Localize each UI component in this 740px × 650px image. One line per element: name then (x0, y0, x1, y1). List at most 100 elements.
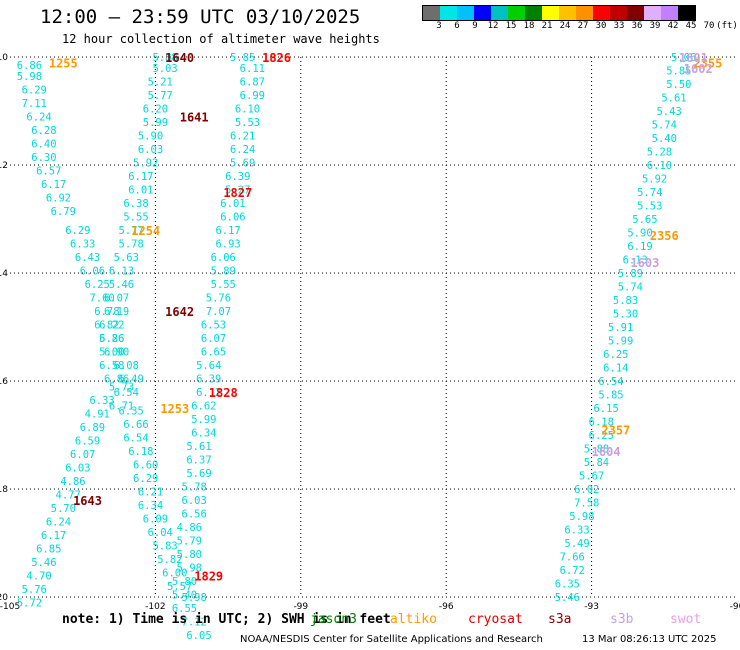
wave-height-value: 6.39 (225, 171, 250, 183)
y-tick-label: -10 (0, 53, 8, 63)
wave-height-value: 5.90 (138, 130, 163, 142)
wave-height-value: 6.24 (26, 111, 51, 123)
track-time-label: 1604 (592, 445, 621, 459)
wave-height-value: 6.33 (89, 395, 114, 407)
wave-height-value: 6.37 (186, 454, 211, 466)
track-time-label: 1603 (630, 256, 659, 270)
track-time-label: 2355 (693, 56, 722, 70)
satellite-label: cryosat (468, 612, 523, 627)
wave-height-value: 6.02 (574, 484, 599, 496)
wave-height-value: 6.13 (623, 255, 648, 267)
wave-height-value: 6.56 (182, 508, 207, 520)
wave-height-value: 6.29 (22, 84, 47, 96)
wave-height-value: 6.87 (240, 76, 265, 88)
legend-swatch (525, 6, 542, 20)
wave-height-value: 5.69 (230, 157, 255, 169)
wave-height-value: 6.39 (196, 373, 221, 385)
wave-height-value: 6.30 (31, 152, 56, 164)
wave-height-value: 6.01 (128, 184, 153, 196)
wave-height-value: 5.28 (647, 147, 672, 159)
y-tick-label: -14 (0, 269, 8, 279)
legend-label: 42 (667, 21, 679, 31)
wave-height-value: 5.99 (608, 336, 633, 348)
legend-swatch (457, 6, 474, 20)
wave-height-value: 4.86 (60, 476, 85, 488)
wave-height-value: 5.40 (172, 589, 197, 601)
x-tick-label: -99 (293, 602, 308, 612)
wave-height-value: 6.25 (589, 430, 614, 442)
wave-height-value: 6.15 (593, 403, 618, 415)
wave-height-value: 5.90 (627, 228, 652, 240)
wave-height-value: 6.00 (162, 568, 187, 580)
x-tick-label: -96 (439, 602, 454, 612)
wave-height-value: 5.80 (177, 549, 202, 561)
wave-height-value: 6.54 (114, 387, 139, 399)
track-time-label: 1253 (160, 402, 189, 416)
wave-height-value: 6.03 (65, 462, 90, 474)
wave-height-value: 6.82 (94, 319, 119, 331)
legend-label: 21 (541, 21, 553, 31)
wave-height-value: 6.33 (70, 238, 95, 250)
track-time-label: 1602 (684, 62, 713, 76)
wave-height-value: 6.17 (215, 225, 240, 237)
wave-height-value: 5.70 (51, 503, 76, 515)
wave-height-value: 6.55 (172, 603, 197, 615)
wave-height-value: 6.60 (133, 460, 158, 472)
wave-height-value: 6.28 (31, 125, 56, 137)
wave-height-value: 6.17 (128, 171, 153, 183)
wave-height-value: 6.66 (123, 419, 148, 431)
wave-height-value: 5.67 (579, 471, 604, 483)
wave-height-value: 5.83 (152, 541, 177, 553)
wave-height-value: 6.38 (123, 198, 148, 210)
satellite-label: s3a (548, 612, 572, 627)
wave-height-value: 6.03 (138, 144, 163, 156)
wave-height-value: 5.50 (666, 79, 691, 91)
legend-swatch (508, 6, 525, 20)
wave-height-value: 6.86 (104, 373, 129, 385)
wave-height-value: 6.49 (119, 373, 144, 385)
wave-height-value: 5.63 (114, 252, 139, 264)
wave-height-value: 5.83 (613, 295, 638, 307)
legend-swatch (644, 6, 661, 20)
wave-height-value: 4.91 (85, 408, 110, 420)
wave-height-value: 7.66 (560, 552, 585, 564)
wave-height-value: 5.99 (143, 117, 168, 129)
wave-height-value: 5.76 (22, 584, 47, 596)
wave-height-value: 7.60 (89, 292, 114, 304)
wave-height-value: 7.11 (22, 98, 47, 110)
wave-height-value: 5.79 (177, 535, 202, 547)
satellite-label: s3b (610, 612, 634, 627)
wave-height-value: 6.86 (17, 60, 42, 72)
y-tick-label: -12 (0, 161, 8, 171)
wave-height-value: 5.99 (191, 414, 216, 426)
wave-height-value: 6.65 (201, 346, 226, 358)
satellite-label: jason3 (310, 612, 357, 627)
wave-height-value: 6.34 (138, 500, 163, 512)
x-tick-label: -90 (730, 602, 740, 612)
wave-height-value: 7.58 (574, 498, 599, 510)
legend-swatch (627, 6, 644, 20)
track-time-label: 1641 (180, 110, 209, 124)
wave-height-value: 6.10 (235, 103, 260, 115)
wave-height-value: 6.18 (128, 446, 153, 458)
wave-height-value: 6.93 (215, 238, 240, 250)
wave-height-value: 4.77 (56, 489, 81, 501)
legend-label: 45 (685, 21, 697, 31)
wave-height-value: 6.24 (230, 144, 255, 156)
track-time-label: 1828 (209, 386, 238, 400)
wave-height-value: 6.01 (220, 198, 245, 210)
legend-swatch (440, 6, 457, 20)
wave-height-value: 6.79 (51, 206, 76, 218)
wave-height-value: 4.70 (26, 570, 51, 582)
wave-height-value: 5.85 (230, 52, 255, 64)
wave-height-value: 5.89 (211, 265, 236, 277)
wave-height-value: 5.03 (152, 63, 177, 75)
legend-swatch (661, 6, 678, 20)
wave-height-value: 7.07 (206, 306, 231, 318)
wave-height-value: 5.82 (157, 554, 182, 566)
wave-height-value: 5.55 (123, 211, 148, 223)
track-time-label: 1640 (165, 51, 194, 65)
track-time-label: 2357 (601, 424, 630, 438)
wave-height-value: 6.35 (119, 406, 144, 418)
